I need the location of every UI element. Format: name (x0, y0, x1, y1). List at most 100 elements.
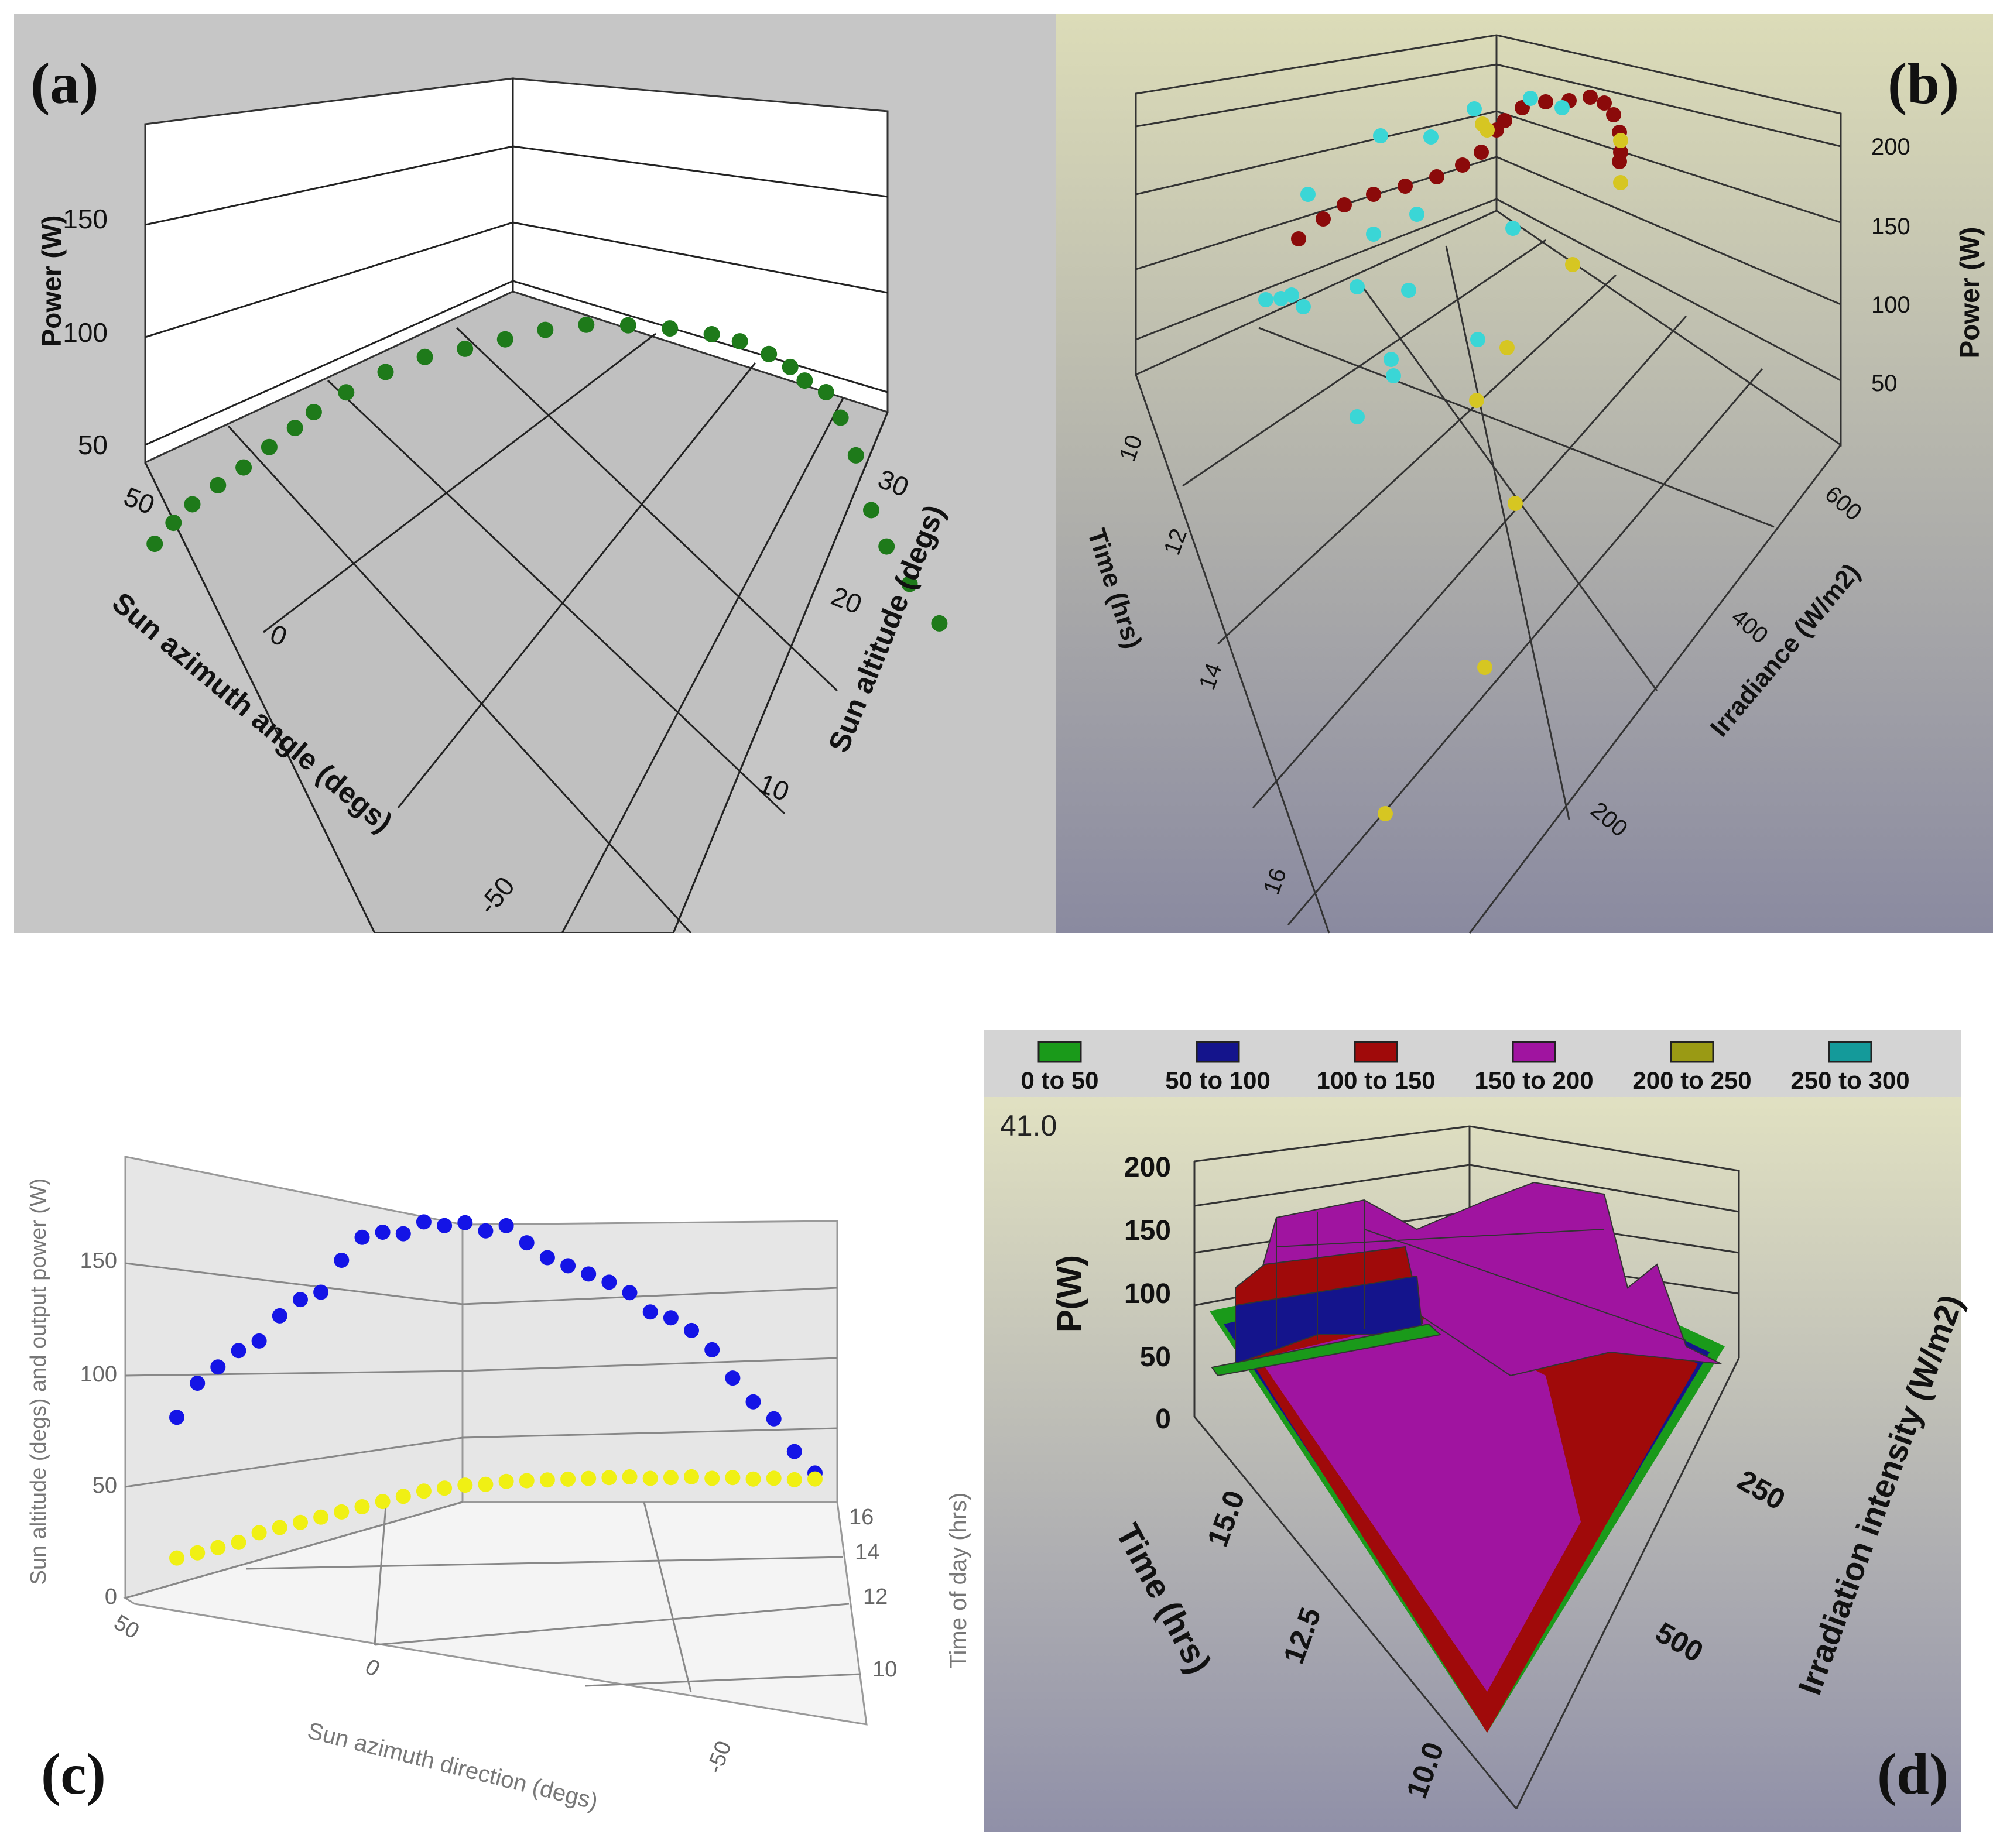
panel-d-legend-label-1: 50 to 100 (1165, 1067, 1271, 1094)
panel-b-power-tick-150: 150 (1871, 214, 1910, 239)
panel-b-mixed-point-8 (1477, 660, 1492, 675)
panel-b-power-point-4 (1398, 179, 1413, 194)
panel-c-power-point-26 (704, 1342, 720, 1357)
panel-a-point-6 (286, 420, 303, 437)
panel-b-points (1258, 90, 1628, 821)
panel-d-legend-label-4: 200 to 250 (1632, 1067, 1751, 1094)
panel-a-letter: (a) (30, 51, 99, 116)
panel-b-power-tick-50: 50 (1871, 371, 1898, 396)
panel-a-point-27 (901, 575, 918, 592)
panel-b-mixed-point-5 (1499, 340, 1515, 355)
panel-c-altitude-point-12 (416, 1483, 432, 1499)
panel-c-y-tick-0: 0 (105, 1585, 117, 1609)
panel-b-irradiance-point-15 (1470, 332, 1485, 347)
panel-a-power-tick-50: 50 (78, 430, 108, 460)
panel-b-power-point-7 (1474, 145, 1489, 160)
panel-c-power-point-13 (437, 1218, 453, 1233)
panel-a-point-8 (338, 384, 355, 401)
panel-b-irradiance-point-0 (1467, 101, 1482, 116)
panel-a-point-0 (146, 536, 163, 553)
panel-b-mixed-point-1 (1480, 122, 1495, 138)
panel-d-legend-label-0: 0 to 50 (1021, 1067, 1098, 1094)
panel-c-axis-y: Sun altitude (degs) and output power (W) (26, 1178, 51, 1585)
panel-c-altitude-point-30 (786, 1472, 802, 1487)
panel-b-letter: (b) (1888, 51, 1959, 116)
panel-d-legend-swatch-3 (1512, 1041, 1556, 1063)
panel-d-letter: (d) (1877, 1741, 1949, 1806)
panel-b-irradiance-point-1 (1523, 91, 1538, 106)
panel-c-altitude-point-25 (684, 1469, 699, 1484)
panel-d-legend-swatch-5 (1828, 1041, 1872, 1063)
panel-b-power-point-0 (1291, 231, 1306, 246)
panel-a-point-16 (662, 320, 679, 337)
panel-a-point-2 (184, 496, 201, 513)
panel-b-mixed-point-7 (1508, 496, 1523, 511)
panel-c-power-point-4 (251, 1333, 267, 1349)
panel-c-power-point-21 (601, 1274, 617, 1290)
panel-b-irradiance-point-13 (1350, 279, 1365, 294)
panel-b-power-point-9 (1497, 113, 1512, 128)
panel-c-power-point-10 (375, 1225, 391, 1240)
panel-b-irradiance-point-11 (1284, 287, 1299, 303)
panel-a-point-1 (165, 515, 182, 532)
panel-d-legend-swatch-2 (1354, 1041, 1398, 1063)
panel-b-irradiance-point-7 (1366, 227, 1381, 242)
panel-b-power-point-5 (1429, 169, 1444, 184)
panel-b-power-point-13 (1583, 90, 1598, 105)
panel-c-power-point-8 (334, 1253, 350, 1268)
panel-c-z-tick-14: 14 (855, 1540, 879, 1565)
panel-c-axis-z: Time of day (hrs) (946, 1493, 971, 1669)
panel-a-point-26 (878, 538, 895, 555)
panel-c-points (169, 1214, 823, 1566)
panel-b-background (1056, 14, 1993, 933)
panel-c-letter: (c) (41, 1741, 106, 1806)
panel-b-mixed-point-2 (1613, 133, 1628, 148)
panel-c-altitude-point-17 (519, 1473, 535, 1489)
panel-c-altitude-point-1 (190, 1545, 206, 1561)
panel-d-legend-label-2: 100 to 150 (1316, 1067, 1435, 1094)
panel-b-irradiance-point-9 (1258, 292, 1273, 307)
panel-c-power-point-20 (581, 1266, 597, 1282)
panel-b-mixed-point-6 (1469, 393, 1484, 408)
panel-a-point-12 (496, 331, 513, 348)
panel-c-altitude-point-21 (601, 1470, 617, 1486)
panel-c-altitude-point-2 (210, 1540, 226, 1555)
panel-c-power-point-3 (231, 1343, 246, 1359)
panel-c-altitude-point-27 (725, 1470, 741, 1486)
panel-c-power-point-24 (663, 1310, 679, 1326)
panel-b-mixed-point-3 (1613, 175, 1628, 190)
panel-a-point-25 (863, 502, 879, 519)
panel-c-altitude-point-10 (375, 1494, 391, 1510)
panel-c-altitude-point-4 (251, 1525, 267, 1541)
panel-a-axes (144, 78, 889, 934)
panel-a-points (146, 316, 948, 632)
panel-a-point-5 (261, 438, 278, 455)
panel-b-irradiance-point-6 (1409, 207, 1424, 222)
panel-c-power-point-25 (684, 1322, 699, 1338)
panel-a: (a) 150 100 50 Power (W) 50 0 -50 Sun az… (14, 14, 1056, 934)
panel-b-power-point-15 (1606, 107, 1621, 122)
panel-c-gridlines (125, 1262, 861, 1692)
panel-c-power-point-18 (539, 1250, 555, 1266)
panel-b-irradiance-point-4 (1423, 129, 1439, 145)
panel-c-altitude-point-9 (354, 1499, 370, 1514)
panel-d-axis-p: P(W) (1050, 1255, 1088, 1332)
panel-c-power-point-16 (498, 1218, 514, 1233)
panel-b-irradiance-point-8 (1505, 221, 1521, 236)
panel-c-y-tick-150: 150 (80, 1249, 117, 1273)
panel-b-irradiance-point-3 (1373, 128, 1388, 143)
panel-d-floor-band-150-200 (1259, 1317, 1581, 1692)
panel-c-z-tick-16: 16 (849, 1505, 874, 1530)
panel-a-point-15 (619, 317, 636, 334)
panel-d: 0 to 50 50 to 100 100 to 150 150 to 200 200 … (984, 1030, 1970, 1832)
panel-b-power-tick-200: 200 (1871, 134, 1910, 160)
panel-c-power-point-11 (395, 1226, 411, 1242)
panel-b-irradiance-point-5 (1300, 187, 1316, 202)
panel-c-z-tick-10: 10 (872, 1657, 897, 1682)
panel-c-power-point-19 (560, 1258, 576, 1274)
panel-a-gridlines (145, 145, 888, 934)
panel-c-altitude-point-14 (457, 1477, 473, 1493)
panel-d-legend-bar (984, 1030, 1961, 1097)
panel-d-p-tick-50: 50 (1140, 1342, 1171, 1373)
